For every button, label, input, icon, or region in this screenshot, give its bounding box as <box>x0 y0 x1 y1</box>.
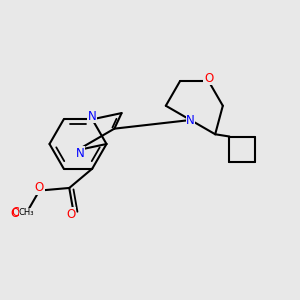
Text: N: N <box>76 147 85 160</box>
Text: N: N <box>186 113 195 127</box>
Text: O: O <box>10 207 19 220</box>
Text: O: O <box>66 208 76 221</box>
Text: CH₃: CH₃ <box>19 208 34 217</box>
Text: O: O <box>204 72 213 85</box>
Text: O: O <box>11 206 21 219</box>
Text: N: N <box>88 110 97 123</box>
Text: O: O <box>35 181 44 194</box>
